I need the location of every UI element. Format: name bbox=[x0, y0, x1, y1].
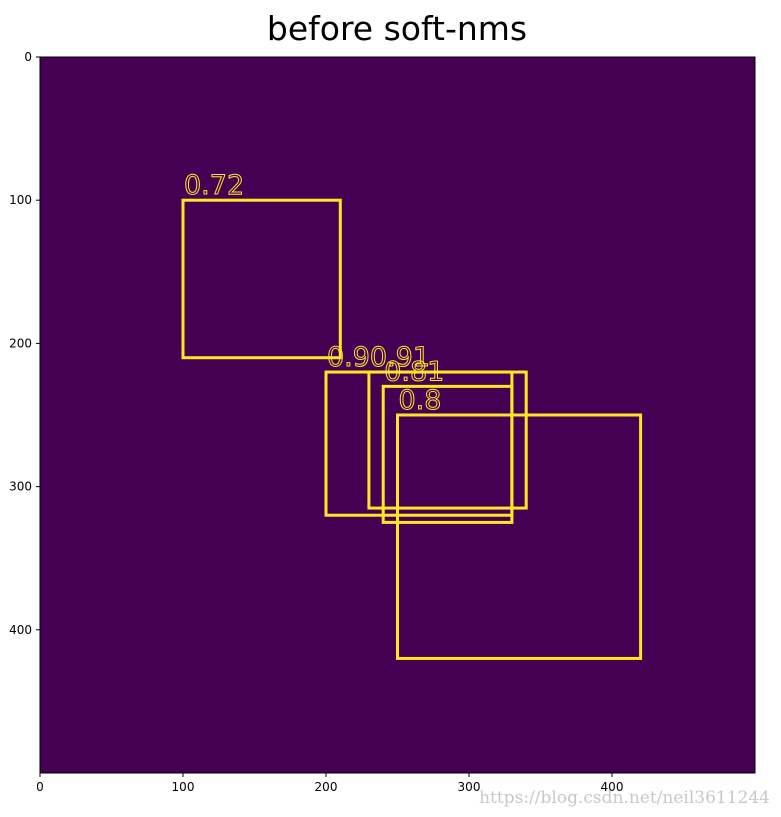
y-tick-label: 200 bbox=[9, 336, 32, 350]
detection-box bbox=[381, 384, 514, 524]
detection-box bbox=[181, 198, 342, 360]
box-score: 0.72 bbox=[184, 170, 244, 201]
x-tick-label: 300 bbox=[458, 780, 481, 794]
x-tick-label: 200 bbox=[315, 780, 338, 794]
box-score: 0.91 bbox=[370, 342, 430, 373]
y-tick-label: 400 bbox=[9, 623, 32, 637]
box-score: 0.8 bbox=[399, 385, 442, 416]
detection-box bbox=[367, 370, 528, 510]
y-tick-label: 0 bbox=[24, 50, 32, 64]
y-tick-label: 100 bbox=[9, 193, 32, 207]
watermark: https://blog.csdn.net/neil3611244 bbox=[479, 788, 770, 808]
box-score: 0.81 bbox=[384, 356, 444, 387]
x-tick-label: 100 bbox=[172, 780, 195, 794]
y-tick-label: 300 bbox=[9, 480, 32, 494]
box-score: 0.9 bbox=[327, 342, 370, 373]
chart-title: before soft-nms bbox=[267, 9, 527, 48]
detection-box bbox=[396, 413, 643, 660]
x-tick-label: 0 bbox=[36, 780, 44, 794]
x-tick-label: 400 bbox=[601, 780, 624, 794]
